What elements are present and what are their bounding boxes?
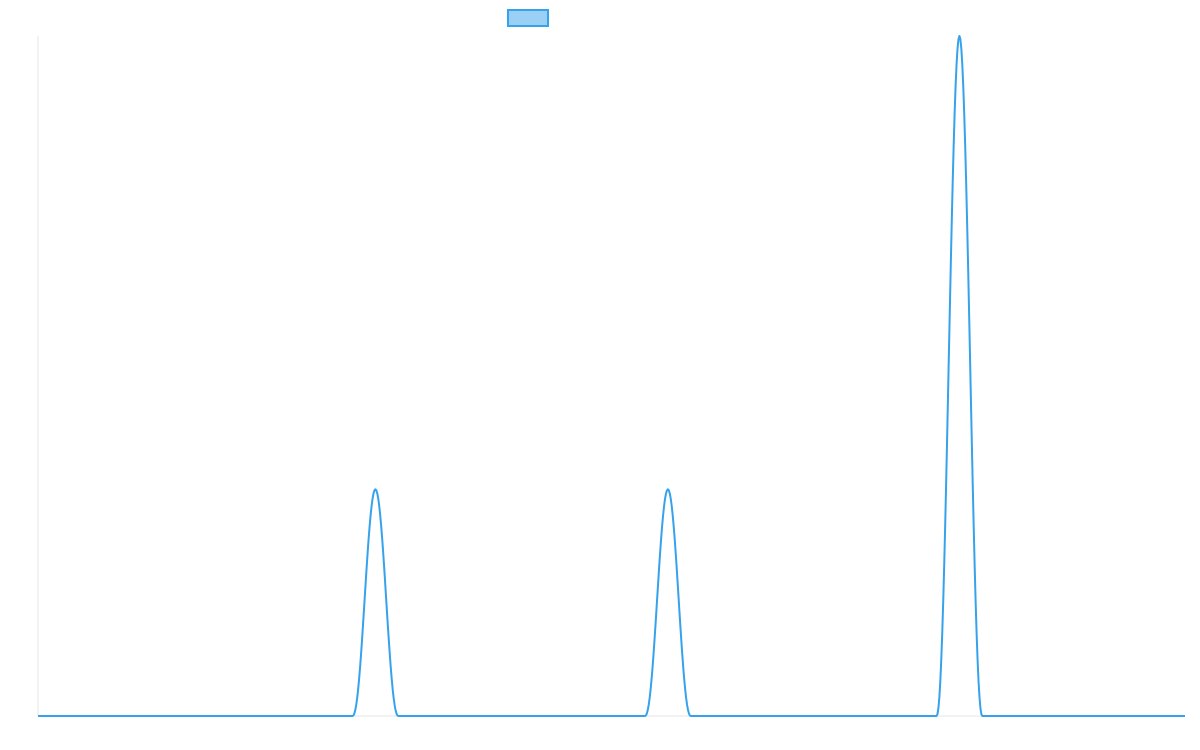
- series-line-0: [37, 35, 1186, 717]
- series-layer: [37, 35, 1186, 717]
- legend-swatch[interactable]: [507, 9, 549, 27]
